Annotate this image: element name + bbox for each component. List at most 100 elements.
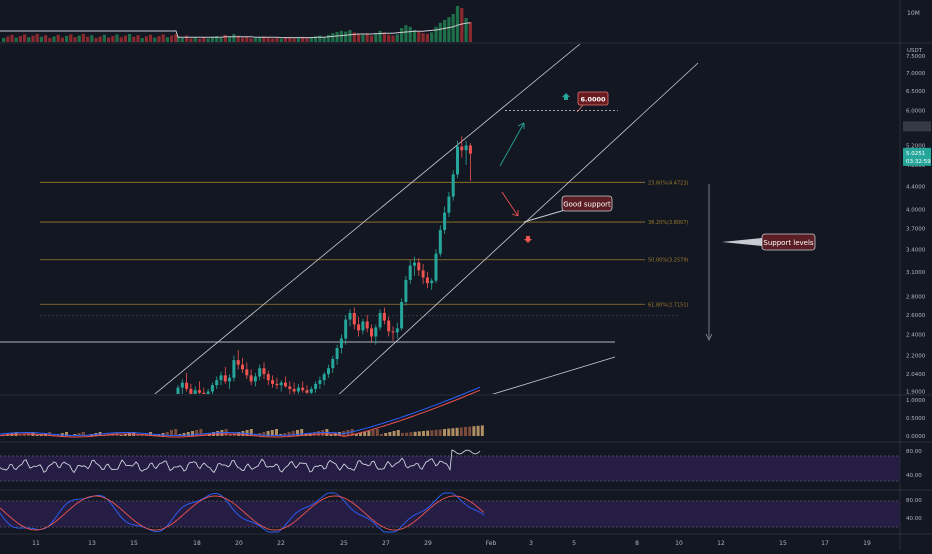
- volume-bar: [434, 26, 438, 42]
- candle-body: [292, 388, 296, 392]
- volume-bar: [223, 34, 227, 42]
- volume-bar: [382, 32, 386, 42]
- candle-body: [417, 262, 421, 271]
- candle-body: [241, 364, 244, 370]
- time-axis: 11 13 15 18 20 22 25 27 29 Feb 3 5 8 10 12 15 17 19: [32, 540, 871, 547]
- macd-histogram-bar: [388, 432, 392, 436]
- volume-bar: [107, 37, 111, 42]
- candle-body: [391, 331, 395, 333]
- candle-body: [180, 382, 184, 388]
- candle-body: [382, 312, 386, 321]
- volume-pane: [0, 6, 472, 42]
- price-tick-label: 2.4000: [906, 332, 926, 338]
- price-tick-label: 4.8000: [906, 163, 926, 169]
- volume-bar: [144, 36, 148, 42]
- macd-histogram-bar: [426, 430, 430, 436]
- volume-bar: [266, 37, 270, 42]
- macd-histogram-bar: [438, 429, 442, 436]
- price-tick-label: 6.0000: [906, 109, 926, 115]
- volume-bar: [48, 38, 52, 42]
- volume-bar: [279, 38, 283, 42]
- macd-histogram-bar: [472, 426, 476, 436]
- macd-histogram-bar: [186, 432, 190, 436]
- fib-level-label: 23.60%(4.4723): [648, 180, 689, 186]
- price-tick-label: 2.6000: [906, 313, 926, 319]
- macd-histogram-bar: [262, 432, 266, 436]
- macd-histogram-bar: [371, 430, 375, 436]
- good-support-label: Good support: [563, 201, 611, 209]
- volume-bar: [149, 34, 153, 42]
- volume-bar: [10, 34, 14, 42]
- volume-bar: [387, 34, 391, 42]
- candle-body: [335, 348, 339, 360]
- volume-bar: [245, 36, 249, 42]
- volume-bar: [468, 22, 472, 42]
- measure-arrowhead: [705, 333, 713, 341]
- time-tick-label: 15: [779, 540, 787, 547]
- volume-bar: [425, 34, 429, 42]
- candle-body: [339, 338, 343, 349]
- volume-bar: [361, 34, 365, 42]
- price-tick-label: 3.4000: [906, 247, 926, 253]
- volume-bar: [408, 26, 412, 42]
- support-levels-box: [761, 233, 816, 251]
- volume-bar: [258, 37, 262, 42]
- volume-bar: [14, 37, 18, 42]
- volume-bar: [161, 34, 165, 42]
- candle-body: [288, 386, 292, 389]
- candle-body: [327, 368, 330, 375]
- macd-histogram-bar: [380, 434, 383, 436]
- down-arrow-icon: [524, 236, 532, 243]
- axis-marker-box: [903, 121, 931, 132]
- candle-body: [245, 369, 249, 376]
- candle-body: [451, 174, 455, 197]
- volume-bar: [60, 37, 64, 42]
- fib-level-label: 50.00%(3.2579): [648, 258, 689, 264]
- bullish-projection-line: [499, 122, 525, 167]
- candle-body: [296, 387, 300, 392]
- candle-body: [400, 302, 404, 329]
- candle-body: [370, 328, 373, 337]
- candle-body: [374, 327, 378, 337]
- volume-bar: [309, 37, 313, 42]
- volume-bar: [438, 22, 442, 42]
- volume-bar: [404, 25, 408, 42]
- macd-histogram-bar: [199, 429, 203, 436]
- volume-bar: [421, 33, 425, 42]
- candle-body: [215, 380, 219, 386]
- volume-bar: [318, 35, 322, 42]
- macd-signal-line: [0, 389, 481, 438]
- macd-histogram-bar: [317, 431, 320, 436]
- macd-line: [0, 386, 481, 436]
- macd-histogram-bar: [182, 433, 186, 436]
- volume-bar: [275, 38, 279, 42]
- macd-histogram-bar: [144, 433, 148, 436]
- volume-bar: [6, 36, 10, 42]
- volume-bar: [39, 36, 43, 42]
- candle-body: [266, 374, 270, 381]
- volume-bar: [128, 34, 132, 42]
- macd-histogram-bar: [367, 431, 371, 436]
- macd-histogram-bar: [249, 429, 253, 436]
- macd-histogram-bar: [468, 426, 472, 436]
- time-tick-label: 8: [635, 540, 639, 547]
- macd-histogram-bar: [35, 435, 39, 436]
- volume-bar: [348, 30, 352, 42]
- target-price-label: 6.0000: [580, 96, 606, 104]
- volume-bar: [119, 37, 123, 42]
- volume-bar: [176, 36, 180, 42]
- volume-bar: [174, 34, 178, 42]
- macd-histogram-bar: [136, 435, 140, 436]
- price-tick-label: 4.4000: [906, 184, 926, 190]
- volume-bar: [301, 36, 305, 42]
- volume-bar: [357, 34, 361, 42]
- volume-bar: [365, 33, 369, 42]
- candle-body: [352, 312, 356, 325]
- macd-histogram-bar: [401, 433, 404, 436]
- volume-bar: [123, 35, 127, 42]
- price-tick-label: 2.0400: [906, 372, 926, 378]
- macd-histogram-bar: [422, 431, 425, 436]
- volume-bar: [73, 37, 77, 42]
- macd-histogram-bar: [18, 435, 22, 436]
